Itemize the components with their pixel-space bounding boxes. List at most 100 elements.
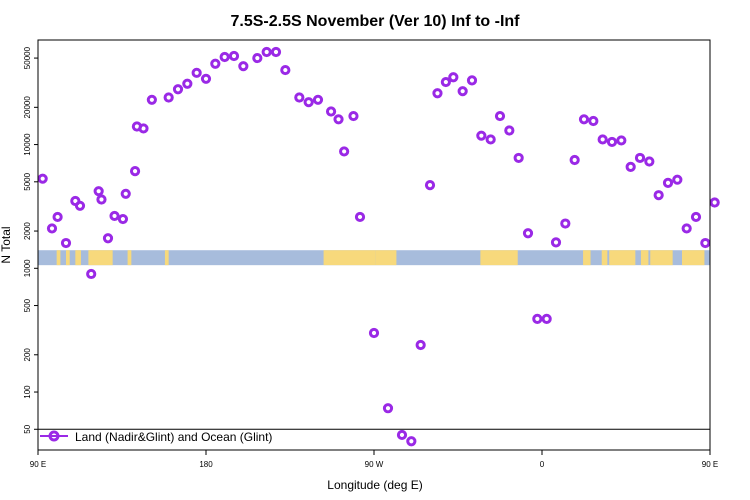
data-point: [550, 237, 562, 248]
data-point: [261, 46, 272, 58]
data-point: [210, 58, 221, 69]
legend: Land (Nadir&Glint) and Ocean (Glint): [40, 430, 272, 444]
y-tick-label: 100: [23, 385, 32, 399]
data-point: [333, 114, 344, 125]
land-segment: [650, 250, 673, 266]
land-segment: [583, 250, 591, 266]
data-point: [424, 180, 436, 191]
data-point: [182, 78, 193, 89]
data-point: [348, 110, 359, 122]
data-point: [52, 211, 63, 223]
data-point: [532, 313, 543, 324]
data-point: [312, 94, 324, 105]
data-point: [597, 134, 608, 145]
data-point: [339, 146, 350, 157]
data-point: [93, 186, 104, 197]
data-point: [191, 67, 202, 78]
data-point: [382, 403, 394, 414]
data-point: [102, 233, 114, 244]
data-point: [368, 327, 380, 339]
plot-frame: [37, 39, 711, 451]
data-point: [86, 268, 97, 280]
data-point: [476, 130, 487, 141]
land-segment: [601, 250, 608, 266]
data-point: [60, 237, 72, 249]
data-point: [448, 72, 459, 83]
data-point: [219, 51, 230, 63]
land-ocean-band: [38, 250, 710, 266]
data-points: [37, 46, 720, 447]
data-point: [606, 136, 618, 148]
data-point: [117, 213, 129, 225]
data-point: [46, 223, 58, 234]
land-segment: [323, 250, 376, 266]
y-tick-label: 50: [23, 424, 32, 433]
data-point: [690, 211, 702, 223]
data-point: [485, 134, 496, 145]
land-segment: [375, 250, 397, 266]
data-point: [129, 166, 141, 177]
y-axis: 50 100 200 500 1000 2000 5000 10000 20000 50000: [23, 46, 38, 434]
data-point: [163, 92, 174, 103]
data-point: [396, 429, 408, 441]
data-point: [146, 94, 157, 105]
data-point: [415, 339, 426, 351]
data-point: [109, 210, 120, 222]
data-point: [709, 197, 720, 208]
data-point: [432, 88, 443, 99]
data-point: [200, 73, 212, 84]
land-segment: [66, 250, 70, 266]
x-axis: 90 E 180 90 W 0 90 E: [30, 450, 718, 469]
data-point: [513, 152, 524, 164]
y-tick-label: 1000: [23, 259, 32, 277]
data-point: [228, 50, 240, 62]
y-axis-label: N Total: [0, 226, 13, 263]
data-point: [662, 177, 674, 188]
land-segment: [164, 250, 169, 266]
y-tick-label: 5000: [23, 172, 32, 190]
data-point: [303, 97, 314, 108]
data-point: [96, 194, 107, 205]
data-point: [120, 188, 131, 199]
data-point: [653, 190, 664, 201]
data-point: [354, 211, 366, 223]
chart-title: 7.5S-2.5S November (Ver 10) Inf to -Inf: [231, 13, 521, 30]
x-tick-label: 90 E: [702, 460, 718, 469]
x-tick-label: 90 E: [30, 460, 46, 469]
land-segment: [640, 250, 649, 266]
data-point: [238, 61, 249, 72]
land-segment: [682, 250, 705, 266]
data-point: [466, 75, 478, 86]
data-point: [74, 200, 86, 211]
y-tick-label: 500: [23, 298, 32, 312]
data-point: [172, 84, 184, 95]
data-point: [270, 46, 282, 58]
data-point: [138, 123, 149, 134]
data-point: [294, 92, 305, 103]
land-segment: [88, 250, 113, 266]
y-tick-label: 10000: [23, 133, 32, 156]
data-point: [252, 52, 263, 64]
data-point: [625, 161, 636, 172]
data-point: [578, 114, 590, 125]
data-point: [406, 436, 417, 447]
land-segment: [75, 250, 81, 266]
y-tick-label: 200: [23, 348, 32, 362]
data-point: [700, 237, 711, 249]
data-point: [560, 218, 571, 229]
data-point: [440, 76, 451, 88]
data-point: [681, 223, 692, 234]
data-point: [541, 313, 552, 324]
land-segment: [480, 250, 518, 266]
data-point: [634, 152, 646, 164]
land-segment: [56, 250, 61, 266]
data-point: [494, 110, 506, 122]
data-point: [672, 174, 683, 185]
data-point: [504, 125, 515, 136]
land-segment: [609, 250, 636, 266]
legend-marker: [48, 430, 60, 442]
data-point: [37, 173, 48, 184]
x-tick-label: 180: [199, 460, 213, 469]
